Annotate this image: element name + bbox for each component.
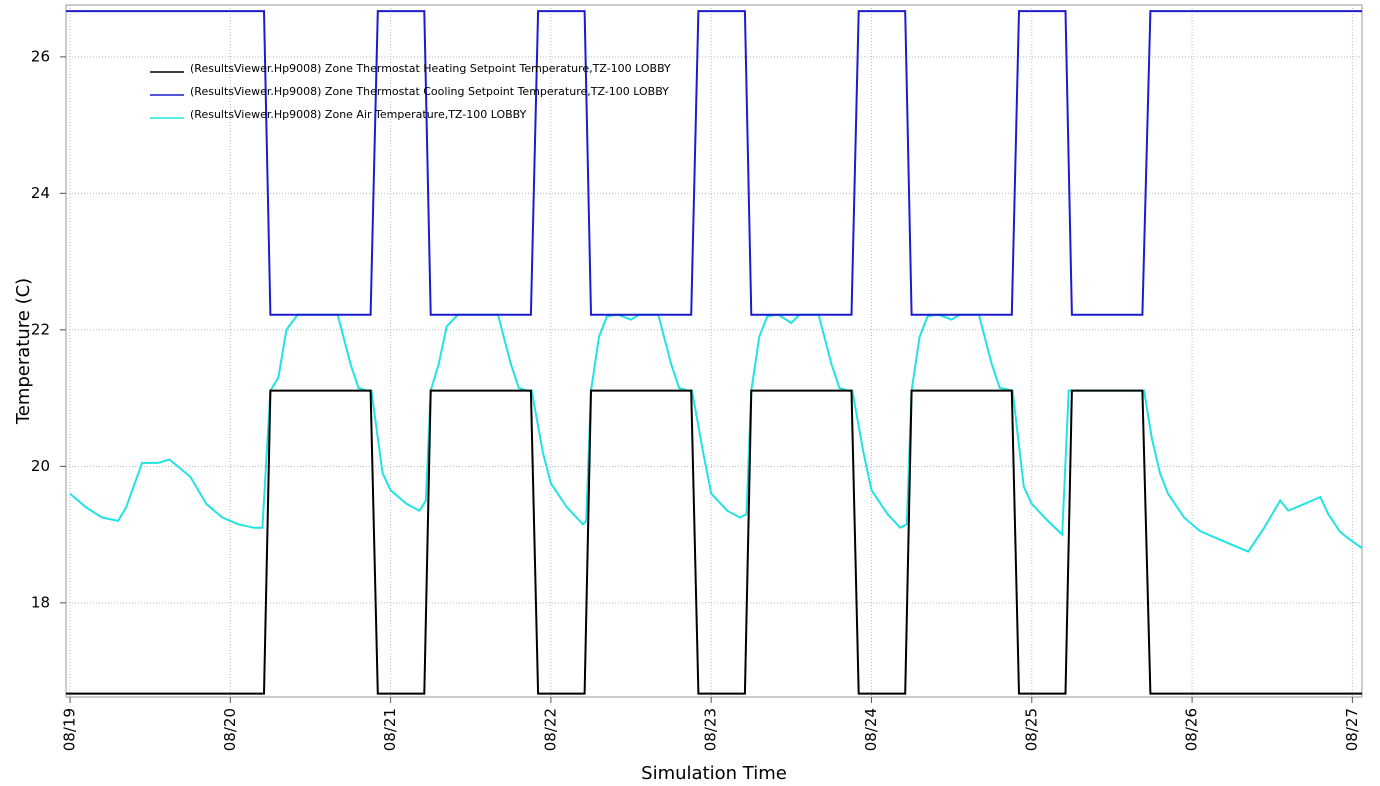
series-line [66, 389, 1362, 695]
y-tick-label: 20 [31, 457, 50, 475]
legend-label: (ResultsViewer.Hp9008) Zone Air Temperat… [190, 108, 527, 121]
y-tick-label: 24 [31, 184, 50, 202]
x-tick-label: 08/21 [381, 708, 399, 751]
x-tick-label: 08/23 [702, 708, 720, 751]
legend-label: (ResultsViewer.Hp9008) Zone Thermostat H… [190, 62, 671, 75]
x-axis-title: Simulation Time [641, 763, 787, 784]
x-tick-label: 08/27 [1343, 708, 1361, 751]
y-tick-label: 26 [31, 47, 50, 65]
x-tick-label: 08/22 [541, 708, 559, 751]
series-line [66, 10, 1362, 316]
legend-label: (ResultsViewer.Hp9008) Zone Thermostat C… [190, 85, 669, 98]
x-tick-label: 08/24 [862, 708, 880, 751]
x-tick-label: 08/20 [221, 708, 239, 751]
y-tick-label: 18 [31, 593, 50, 611]
y-tick-label: 22 [31, 320, 50, 338]
y-axis-title: Temperature (C) [13, 278, 34, 425]
x-tick-label: 08/25 [1022, 708, 1040, 751]
x-tick-label: 08/26 [1183, 708, 1201, 751]
x-tick-label: 08/19 [61, 708, 79, 751]
